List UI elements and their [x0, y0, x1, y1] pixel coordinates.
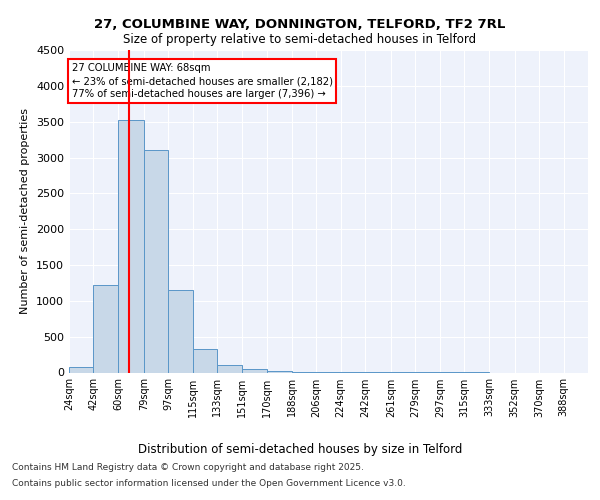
Bar — [242, 369, 268, 372]
Text: Contains HM Land Registry data © Crown copyright and database right 2025.: Contains HM Land Registry data © Crown c… — [12, 464, 364, 472]
Bar — [69, 367, 94, 372]
Bar — [118, 120, 144, 372]
Bar — [94, 285, 118, 372]
Bar — [168, 290, 193, 372]
Bar — [144, 150, 168, 372]
Text: 27, COLUMBINE WAY, DONNINGTON, TELFORD, TF2 7RL: 27, COLUMBINE WAY, DONNINGTON, TELFORD, … — [94, 18, 506, 30]
Text: Distribution of semi-detached houses by size in Telford: Distribution of semi-detached houses by … — [138, 442, 462, 456]
Text: Contains public sector information licensed under the Open Government Licence v3: Contains public sector information licen… — [12, 478, 406, 488]
Y-axis label: Number of semi-detached properties: Number of semi-detached properties — [20, 108, 31, 314]
Bar — [193, 349, 217, 372]
Text: Size of property relative to semi-detached houses in Telford: Size of property relative to semi-detach… — [124, 32, 476, 46]
Text: 27 COLUMBINE WAY: 68sqm
← 23% of semi-detached houses are smaller (2,182)
77% of: 27 COLUMBINE WAY: 68sqm ← 23% of semi-de… — [72, 63, 333, 100]
Bar — [217, 365, 242, 372]
